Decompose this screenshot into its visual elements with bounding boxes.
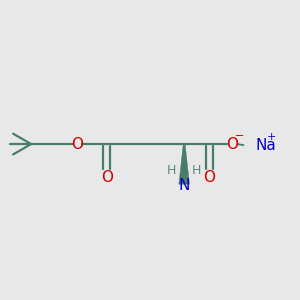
Text: H: H xyxy=(192,164,201,177)
Text: O: O xyxy=(101,170,113,185)
Text: O: O xyxy=(226,136,238,152)
Text: N: N xyxy=(178,178,190,193)
Polygon shape xyxy=(179,144,190,184)
Text: H: H xyxy=(167,164,176,177)
Text: O: O xyxy=(203,170,215,185)
Text: Na: Na xyxy=(256,138,276,153)
Text: O: O xyxy=(71,136,83,152)
Text: +: + xyxy=(266,132,276,142)
Text: −: − xyxy=(235,131,244,141)
